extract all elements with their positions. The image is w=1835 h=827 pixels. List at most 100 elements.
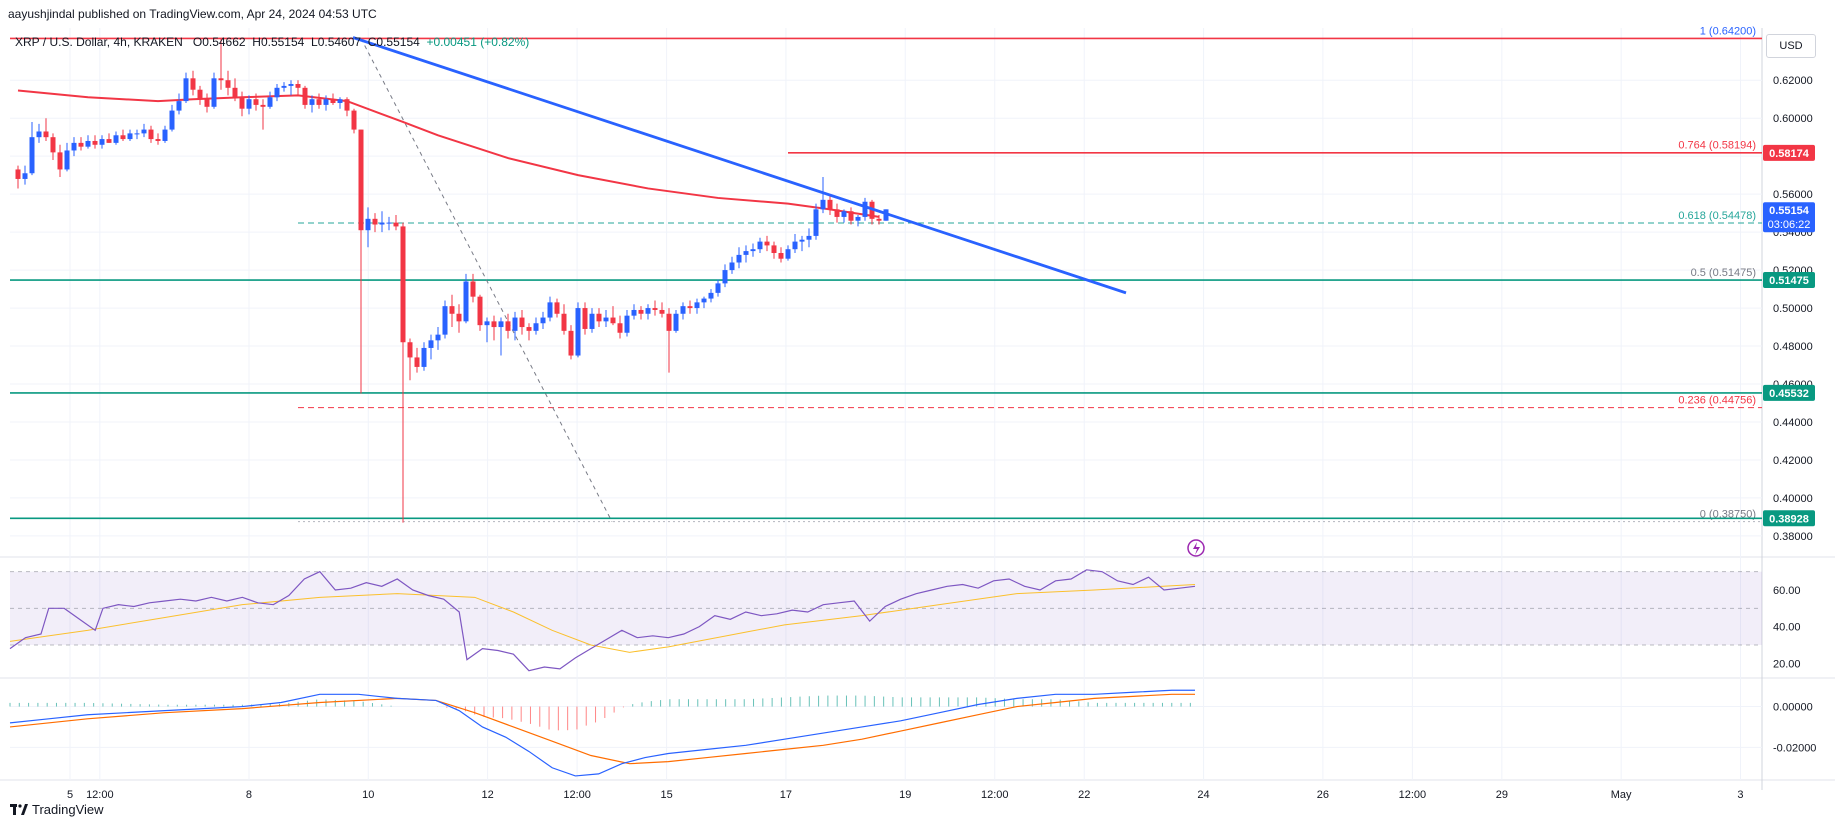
time-tick-label: 24 [1197,789,1209,801]
tradingview-brand[interactable]: TradingView [10,802,104,817]
candle-body [764,241,770,246]
price-tick-label: 0.60000 [1773,113,1813,125]
macd-tick-label: -0.02000 [1773,742,1816,754]
candle-body [358,129,364,231]
candle-body [351,110,357,130]
candle-body [407,342,413,358]
candle-body [113,135,119,143]
open-value: 0.54662 [202,35,246,49]
candle-body [302,87,308,105]
candle-body [582,308,588,329]
candle-body [645,308,651,314]
time-tick-label: 29 [1496,789,1508,801]
macd-signal-line [9,693,1195,765]
candle-body [204,99,210,107]
candle-body [680,306,686,314]
candle-body [211,78,217,107]
candle-body [757,241,763,250]
candle-body [729,262,735,271]
candle-body [246,99,252,109]
rsi-band [10,571,1762,645]
bar-countdown-label: 03:06:22 [1768,219,1811,231]
candle-body [785,249,791,259]
candle-body [638,309,644,314]
candle-body [218,78,224,81]
price-tick-label: 0.50000 [1773,303,1813,315]
candle-body [50,137,56,153]
candle-body [701,298,707,303]
candle-body [834,209,840,217]
candle-body [659,309,665,314]
candle-body [71,142,77,151]
candle-body [519,317,525,328]
candle-body [15,169,21,179]
moving-average-line [17,89,880,218]
candle-body [155,139,161,141]
candle-body [85,140,91,147]
time-tick-label: 12:00 [86,789,114,801]
price-tick-label: 0.42000 [1773,455,1813,467]
price-tag-label: 0.38928 [1769,513,1809,525]
change-value: +0.00451 (+0.82%) [426,35,530,49]
rsi-tick-label: 60.00 [1773,585,1801,597]
price-tag [1763,510,1815,527]
candle-body [456,313,462,322]
symbol-title[interactable]: XRP / U.S. Dollar, 4h, KRAKEN [15,35,183,49]
candle-body [435,334,441,341]
candle-body [736,254,742,263]
candle-body [813,209,819,236]
price-tick-label: 0.44000 [1773,417,1813,429]
candle-body [316,99,322,105]
high-label: H [252,35,261,49]
candle-body [526,327,532,331]
candle-body [309,99,315,105]
time-tick-label: 15 [660,789,672,801]
candle-body [554,302,560,314]
time-tick-label: 5 [67,789,73,801]
time-tick-label: 17 [780,789,792,801]
candle-body [134,133,140,135]
candle-body [463,281,469,322]
fib-level-label: 1 (0.64200) [1700,25,1756,37]
currency-button[interactable]: USD [1766,34,1816,58]
candle-body [253,99,259,105]
candle-body [190,78,196,90]
candle-body [372,218,378,225]
symbol-info: XRP / U.S. Dollar, 4h, KRAKEN O0.54662 H… [15,35,529,49]
candle-body [442,306,448,335]
candle-body [183,78,189,102]
candle-body [428,340,434,348]
price-tag [1763,384,1815,401]
lightning-glyph [1193,542,1200,555]
time-tick-label: 12:00 [1399,789,1427,801]
time-tick-label: 3 [1737,789,1743,801]
candle-body [274,87,280,98]
candle-body [792,241,798,250]
candle-body [666,313,672,331]
candle-body [281,85,287,88]
price-tick-label: 0.48000 [1773,341,1813,353]
candle-body [855,216,861,221]
candle-body [393,222,399,227]
candle-body [575,308,581,356]
candle-body [715,283,721,293]
candle-body [225,80,231,88]
candle-body [617,323,623,333]
open-label: O [192,35,203,49]
candle-body [827,199,833,210]
rsi-tick-label: 20.00 [1773,658,1801,670]
candle-body [799,239,805,242]
candle-body [722,270,728,284]
candle-body [295,84,301,88]
candle-body [449,306,455,314]
candle-body [288,84,294,86]
candle-body [848,211,854,221]
candle-body [323,99,329,105]
candle-body [232,87,238,98]
candle-body [512,317,518,331]
candle-body [337,99,343,103]
candle-body [631,309,637,316]
time-tick-label: 12 [481,789,493,801]
time-tick-label: 12:00 [563,789,591,801]
